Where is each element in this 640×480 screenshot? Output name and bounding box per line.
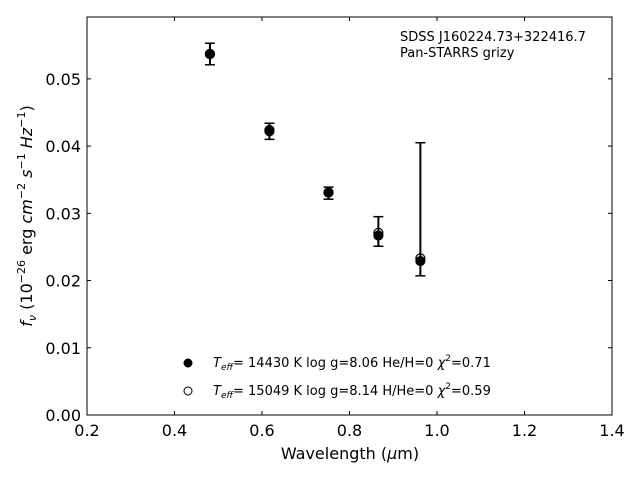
x-tick-label: 0.4	[162, 421, 187, 440]
model-point-open	[323, 187, 334, 198]
legend-entry-2: Teff= 15049 K log g=8.14 H/He=0 χ2=0.59	[213, 382, 491, 401]
legend: Teff= 14430 K log g=8.06 He/H=0 χ2=0.71 …	[183, 354, 491, 401]
model-point-open	[264, 126, 275, 137]
model-point-filled	[415, 255, 426, 267]
model-point-open	[373, 227, 384, 238]
x-tick-label: 1.4	[599, 421, 624, 440]
y-tick-label: 0.04	[45, 137, 81, 156]
model-point-open	[204, 48, 216, 60]
y-tick-label: 0.01	[45, 339, 81, 358]
y-tick-label: 0.05	[45, 70, 81, 89]
axis-ticks: 0.2 0.4 0.6 0.8 1.0 1.2 1.4 0.00 0.01 0.02 0.03 0.0…	[45, 17, 625, 440]
y-tick-label: 0.03	[45, 204, 81, 223]
legend-entry-1: Teff= 14430 K log g=8.06 He/H=0 χ2=0.71	[213, 354, 491, 373]
x-tick-label: 1.2	[512, 421, 537, 440]
model-point-filled	[373, 230, 384, 241]
x-tick-label: 1.0	[424, 421, 449, 440]
chart-title-line-2: Pan-STARRS grizy	[400, 46, 515, 61]
error-bars	[204, 42, 426, 277]
x-axis-label: Wavelength (μm)	[281, 444, 419, 463]
x-tick-label: 0.2	[74, 421, 99, 440]
legend-marker-filled	[183, 358, 193, 368]
y-tick-label: 0.02	[45, 272, 81, 291]
y-tick-label: 0.00	[45, 406, 81, 425]
x-tick-label: 0.6	[249, 421, 274, 440]
y-axis-label: fν (10−26 erg cm−2 s−1 Hz−1)	[15, 105, 39, 326]
x-tick-label: 0.8	[337, 421, 362, 440]
legend-marker-open	[183, 386, 193, 396]
chart-title-line-1: SDSS J160224.73+322416.7	[400, 30, 586, 45]
data-markers	[204, 48, 426, 267]
model-point-open	[415, 253, 426, 264]
